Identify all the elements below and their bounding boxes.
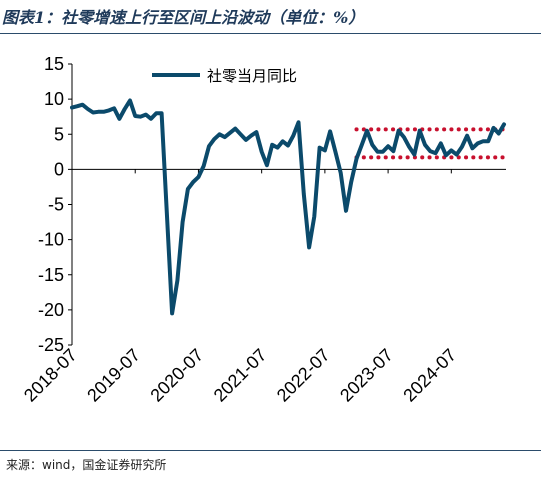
- x-tick-label: 2022-07: [273, 345, 334, 406]
- legend-label: 社零当月同比: [207, 67, 297, 85]
- y-tick-label: -20: [38, 300, 64, 320]
- chart-title: 图表1：社零增速上行至区间上沿波动（单位：%）: [2, 8, 365, 27]
- title-divider: [0, 33, 541, 34]
- y-tick-label: -25: [38, 335, 64, 355]
- x-tick-label: 2020-07: [146, 345, 207, 406]
- y-tick-label: 5: [54, 124, 64, 144]
- x-tick-label: 2024-07: [399, 345, 460, 406]
- y-tick-label: -5: [48, 195, 64, 215]
- legend: 社零当月同比: [152, 67, 297, 85]
- source-divider: [0, 450, 541, 451]
- source-note: 来源：wind，国金证券研究所: [6, 458, 167, 472]
- y-tick-label: -15: [38, 265, 64, 285]
- y-tick-label: 0: [54, 159, 64, 179]
- series-layer: [70, 98, 506, 316]
- range-band: [354, 127, 506, 160]
- y-tick-label: -10: [38, 230, 64, 250]
- y-tick-label: 10: [44, 89, 64, 109]
- x-tick-label: 2021-07: [210, 345, 271, 406]
- x-tick-label: 2019-07: [83, 345, 144, 406]
- y-tick-label: 15: [44, 54, 64, 74]
- x-tick-label: 2023-07: [336, 345, 397, 406]
- series-line-retail-sales: [70, 98, 506, 316]
